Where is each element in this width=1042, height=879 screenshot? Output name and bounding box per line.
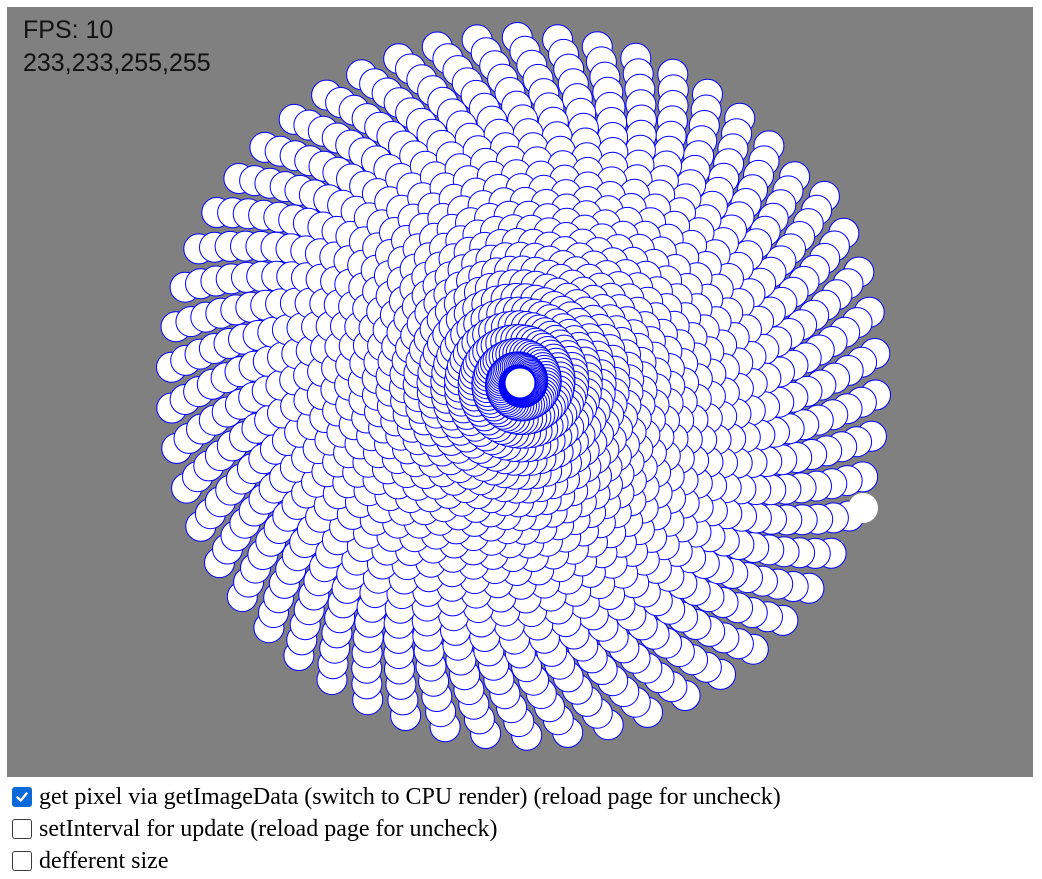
checkbox-get-pixel[interactable] bbox=[12, 787, 32, 807]
checkmark-icon bbox=[16, 792, 28, 802]
option-get-pixel[interactable]: get pixel via getImageData (switch to CP… bbox=[12, 781, 1032, 813]
option-different-size[interactable]: defferent size bbox=[12, 845, 1032, 877]
checkbox-different-size[interactable] bbox=[12, 851, 32, 871]
fps-counter: FPS: 10 bbox=[23, 16, 114, 44]
option-set-interval[interactable]: setInterval for update (reload page for … bbox=[12, 813, 1032, 845]
moving-dot bbox=[848, 493, 878, 523]
option-set-interval-label: setInterval for update (reload page for … bbox=[39, 815, 498, 842]
pixel-color-readout: 233,233,255,255 bbox=[23, 49, 211, 77]
render-canvas: FPS: 10 233,233,255,255 bbox=[7, 7, 1033, 777]
spiral-circles-drawing bbox=[156, 22, 891, 751]
option-different-size-label: defferent size bbox=[39, 847, 169, 874]
checkbox-set-interval[interactable] bbox=[12, 819, 32, 839]
options-panel: get pixel via getImageData (switch to CP… bbox=[12, 781, 1032, 877]
option-get-pixel-label: get pixel via getImageData (switch to CP… bbox=[39, 783, 781, 810]
